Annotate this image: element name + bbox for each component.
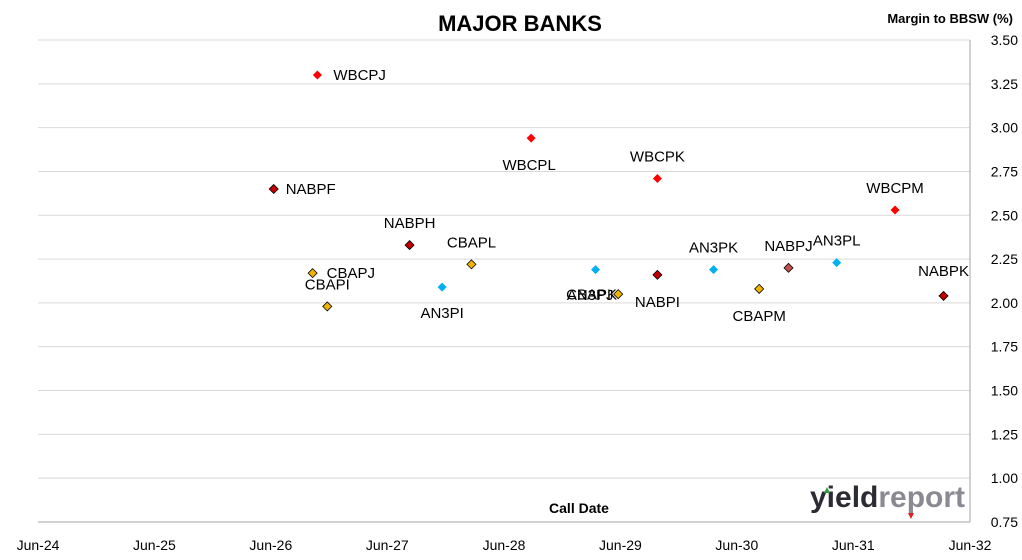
y-tick-label: 1.75	[991, 339, 1018, 355]
logo-text-yield: yield	[810, 481, 878, 514]
y-tick-label: 3.50	[991, 32, 1018, 48]
data-point-label: NABPK	[918, 263, 969, 280]
x-tick-label: Jun-31	[832, 537, 875, 553]
y-tick-label: 2.25	[991, 251, 1018, 267]
logo-down-arrow-icon	[908, 513, 914, 519]
x-tick-label: Jun-27	[366, 537, 409, 553]
data-point-marker	[890, 205, 900, 215]
x-tick-label: Jun-24	[17, 537, 60, 553]
logo-text: yieldreport	[810, 481, 965, 514]
data-point-marker	[466, 259, 477, 270]
data-point-marker	[404, 240, 415, 251]
data-point-label: WBCPL	[502, 157, 555, 174]
x-tick-label: Jun-29	[599, 537, 642, 553]
y-tick-label: 1.50	[991, 383, 1018, 399]
data-point-label: NABPJ	[764, 238, 812, 255]
x-tick-label: Jun-25	[133, 537, 176, 553]
data-point-label: AN3PJ	[567, 287, 614, 304]
x-tick-label: Jun-26	[249, 537, 292, 553]
data-point-label: CBAPI	[305, 276, 350, 293]
data-point-marker	[437, 282, 447, 292]
data-point-label: AN3PK	[689, 240, 738, 257]
data-point-label: AN3PL	[813, 233, 861, 250]
logo-up-arrow-icon	[824, 487, 830, 493]
y-tick-label: 1.00	[991, 470, 1018, 486]
chart-title: MAJOR BANKS	[438, 11, 602, 36]
data-point-marker	[526, 133, 536, 143]
y-tick-label: 1.25	[991, 426, 1018, 442]
data-point-marker	[754, 283, 765, 294]
data-point-label: WBCPM	[866, 180, 924, 197]
data-point-marker	[709, 265, 719, 275]
data-point-label: WBCPK	[630, 148, 685, 165]
yieldreport-logo: yieldreport	[810, 481, 965, 519]
data-point-marker	[268, 183, 279, 195]
x-tick-labels: Jun-24 Jun-25 Jun-26 Jun-27 Jun-28 Jun-29 Jun-…	[17, 537, 992, 553]
data-point-marker	[591, 265, 601, 275]
gridlines	[38, 39, 970, 479]
y-tick-label: 2.50	[991, 207, 1018, 223]
y-tick-labels: 0.75 1.00 1.25 1.50 1.75 2.00 2.25 2.50 2.75 3.00…	[991, 32, 1018, 530]
logo-text-report: report	[878, 481, 965, 514]
data-point-label: WBCPJ	[333, 67, 386, 84]
data-point-label: CBAPL	[447, 234, 496, 251]
x-tick-label: Jun-30	[715, 537, 758, 553]
data-point-label: NABPF	[286, 181, 336, 198]
y-tick-label: 2.75	[991, 163, 1018, 179]
x-tick-label: Jun-32	[949, 537, 992, 553]
x-axis-label: Call Date	[549, 500, 609, 516]
y-tick-label: 3.00	[991, 120, 1018, 136]
data-point-marker	[613, 289, 624, 300]
x-tick-label: Jun-28	[483, 537, 526, 553]
data-point-marker	[938, 290, 949, 301]
data-point-label: AN3PI	[420, 305, 463, 322]
data-point-marker	[652, 173, 662, 183]
data-point-label: CBAPJ	[327, 265, 375, 282]
data-point-label: CBAPK	[566, 287, 617, 304]
y-tick-label: 2.00	[991, 295, 1018, 311]
data-points: NABPF CBAPJ WBCPJ CBAPI NABPH AN3PI CBAPL WBCPL…	[268, 67, 969, 325]
data-point-marker	[307, 268, 318, 279]
data-point-marker	[832, 258, 842, 268]
data-point-marker	[322, 301, 333, 312]
data-point-label: CBAPM	[732, 308, 785, 325]
data-point-marker	[652, 269, 663, 280]
data-point-marker	[783, 262, 794, 273]
y-tick-label: 3.25	[991, 76, 1018, 92]
data-point-label: NABPH	[384, 215, 436, 232]
data-point-marker	[312, 70, 322, 80]
data-point-label: NABPI	[635, 294, 680, 311]
y-axis-label: Margin to BBSW (%)	[887, 11, 1013, 26]
y-tick-label: 0.75	[991, 514, 1018, 530]
